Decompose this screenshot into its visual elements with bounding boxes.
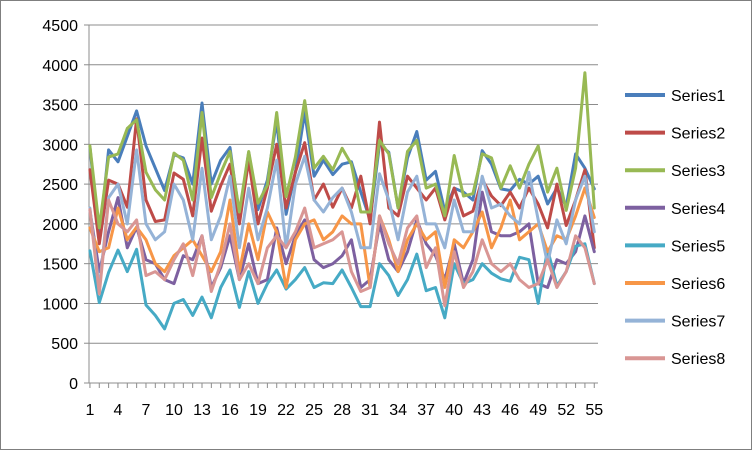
x-tick-label: 19	[249, 402, 267, 419]
series-line-4	[88, 190, 596, 289]
series-line-8	[88, 198, 596, 308]
y-tick-label: 1500	[42, 257, 78, 274]
x-tick-label: 28	[333, 402, 351, 419]
y-tick-label: 4000	[42, 58, 78, 75]
x-tick-label: 31	[361, 402, 379, 419]
x-tick-label: 1	[85, 402, 94, 419]
y-tick-label: 3000	[42, 137, 78, 154]
legend-label: Series5	[671, 238, 725, 255]
x-tick-label: 34	[389, 402, 407, 419]
legend-label: Series6	[671, 276, 725, 293]
x-tick-label: 49	[529, 402, 547, 419]
axes	[88, 25, 598, 384]
x-tick-label: 55	[585, 402, 603, 419]
y-tick-label: 4500	[42, 18, 78, 35]
x-tick-label: 13	[193, 402, 211, 419]
y-tick-label: 2500	[42, 177, 78, 194]
series-line-5	[88, 242, 596, 331]
legend-label: Series4	[671, 201, 725, 218]
x-tick-label: 4	[113, 402, 122, 419]
x-tick-label: 16	[221, 402, 239, 419]
series-line-6	[88, 186, 596, 289]
x-tick-label: 43	[473, 402, 491, 419]
legend-label: Series1	[671, 88, 725, 105]
x-tick-label: 46	[501, 402, 519, 419]
x-axis-ticks: 1 4 7 10 13 16 19 22 25 28 31 34 37 40 43 46 49 52 55	[85, 383, 603, 419]
series-line-7	[88, 148, 596, 291]
y-tick-label: 0	[69, 376, 78, 393]
x-tick-label: 22	[277, 402, 295, 419]
series-lines	[88, 71, 596, 331]
y-tick-label: 2000	[42, 217, 78, 234]
x-tick-label: 52	[557, 402, 575, 419]
x-tick-label: 7	[142, 402, 151, 419]
legend-label: Series3	[671, 163, 725, 180]
y-axis-ticks: 0 500 1000 1500 2000 2500 3000 3500 4000 4500	[42, 18, 89, 393]
series-line-3	[88, 71, 596, 230]
legend: Series1 Series2 Series3 Series4 Series5 Serie…	[625, 88, 725, 368]
legend-label: Series7	[671, 314, 725, 331]
x-tick-label: 25	[305, 402, 323, 419]
x-tick-label: 37	[417, 402, 435, 419]
x-tick-label: 10	[165, 402, 183, 419]
y-tick-label: 1000	[42, 296, 78, 313]
legend-label: Series2	[671, 126, 725, 143]
x-tick-label: 40	[445, 402, 463, 419]
y-tick-label: 500	[51, 336, 78, 353]
legend-label: Series8	[671, 351, 725, 368]
y-tick-label: 3500	[42, 98, 78, 115]
